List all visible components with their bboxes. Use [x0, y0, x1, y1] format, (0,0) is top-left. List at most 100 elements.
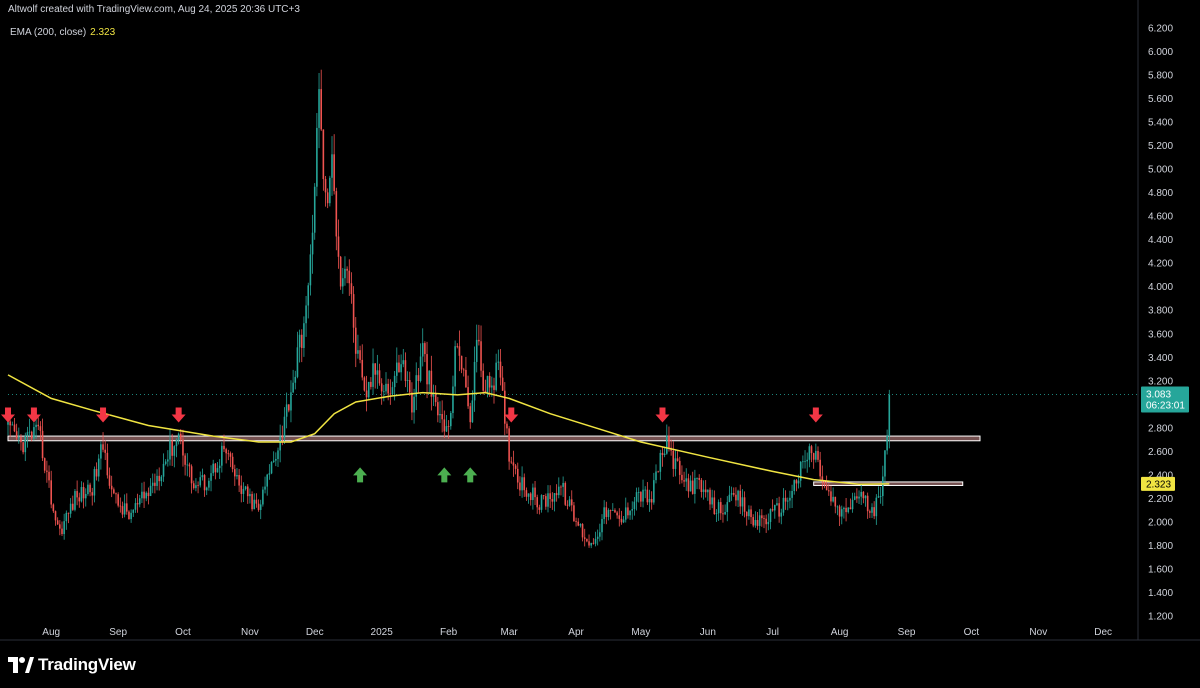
candle [326, 188, 329, 209]
candle [704, 480, 707, 498]
candle [313, 183, 316, 240]
candle [750, 505, 752, 525]
candle [259, 499, 262, 520]
candle-body [689, 480, 692, 492]
candle-body [523, 477, 526, 491]
candle-body [836, 506, 839, 508]
candle [545, 493, 547, 510]
candle [236, 468, 238, 480]
candle-body [862, 491, 865, 499]
candle [350, 272, 353, 304]
candle-body [221, 445, 223, 466]
candle [175, 438, 178, 458]
candle [348, 259, 351, 296]
candle-body [756, 519, 759, 526]
candle-body [447, 426, 450, 427]
candle-body [164, 461, 167, 464]
ema-legend[interactable]: EMA (200, close) 2.323 [10, 27, 115, 38]
candle-body [858, 496, 860, 499]
candle-body [884, 450, 886, 477]
candle [160, 475, 163, 487]
candle-body [614, 510, 616, 513]
candle [434, 385, 437, 407]
candle [596, 529, 599, 546]
candle [56, 517, 59, 525]
candle [264, 476, 266, 494]
candle [730, 486, 733, 501]
ema-price-value: 2.323 [1146, 479, 1171, 490]
candle-body [417, 375, 420, 381]
candle-body [257, 503, 260, 510]
candle [227, 449, 230, 461]
candle [838, 504, 841, 526]
candle-body [54, 511, 57, 521]
candle-body [709, 489, 711, 505]
candle [473, 346, 476, 412]
time-axis: Aug Sep Oct Nov Dec 2025 Feb Mar Apr May Jun Jul Aug… [0, 627, 1200, 641]
price-tick-label: 2.200 [1148, 494, 1173, 505]
ema-price-tag [1141, 476, 1175, 491]
candle [564, 481, 567, 507]
candle-body [65, 512, 68, 522]
candle-body [771, 509, 774, 511]
candle [39, 421, 42, 441]
candle [786, 497, 789, 511]
candle [441, 400, 443, 433]
candle [102, 432, 104, 453]
candle [389, 379, 392, 405]
candle-body [136, 503, 139, 505]
time-tick-label: May [631, 627, 650, 638]
candle-body [277, 450, 279, 460]
candle-body [396, 362, 398, 376]
candle [300, 329, 303, 363]
candle-body [337, 236, 340, 257]
candle-body [629, 510, 631, 516]
candle [212, 459, 214, 477]
candle-body [283, 416, 286, 438]
horizontal-zone[interactable] [7, 435, 981, 442]
price-tick-label: 6.200 [1148, 24, 1173, 35]
candle-body [218, 465, 221, 469]
candle-body [741, 497, 744, 507]
candle-body [482, 370, 484, 391]
candle-body [151, 482, 154, 486]
candle-body [532, 487, 534, 501]
candle-body [307, 285, 310, 306]
candle-body [18, 437, 20, 439]
candle-body [450, 413, 452, 427]
candle [192, 480, 195, 490]
arrow-up-icon [437, 467, 452, 483]
candle [722, 504, 724, 523]
candle-body [840, 509, 843, 517]
candle [91, 487, 94, 506]
candle-body [795, 480, 798, 484]
candle [709, 487, 711, 511]
candle [614, 508, 616, 513]
candle-body [624, 507, 627, 520]
ema-200-line[interactable] [7, 374, 890, 486]
candle-body [780, 512, 783, 517]
candle [674, 449, 677, 477]
candle-body [156, 475, 158, 486]
candle-body [581, 524, 584, 538]
candle [452, 375, 454, 419]
candle-body [134, 503, 137, 510]
candle-body [9, 421, 11, 426]
candle [104, 440, 106, 461]
candle-body [592, 542, 595, 544]
candle [860, 484, 862, 505]
candle [331, 136, 333, 196]
candle [886, 429, 888, 455]
candle [52, 503, 55, 513]
candle [262, 486, 264, 507]
candle-body [20, 437, 22, 443]
candle-body [123, 503, 126, 515]
price-chart[interactable]: 1.200 1.400 1.600 1.800 2.000 2.200 2.400 2.600… [0, 0, 1200, 645]
candle [439, 401, 441, 424]
candle-body [413, 396, 415, 413]
candle-body [169, 440, 171, 460]
candle-body [545, 496, 547, 507]
candle-body [443, 419, 446, 432]
candle [810, 444, 813, 463]
candle [707, 489, 709, 501]
